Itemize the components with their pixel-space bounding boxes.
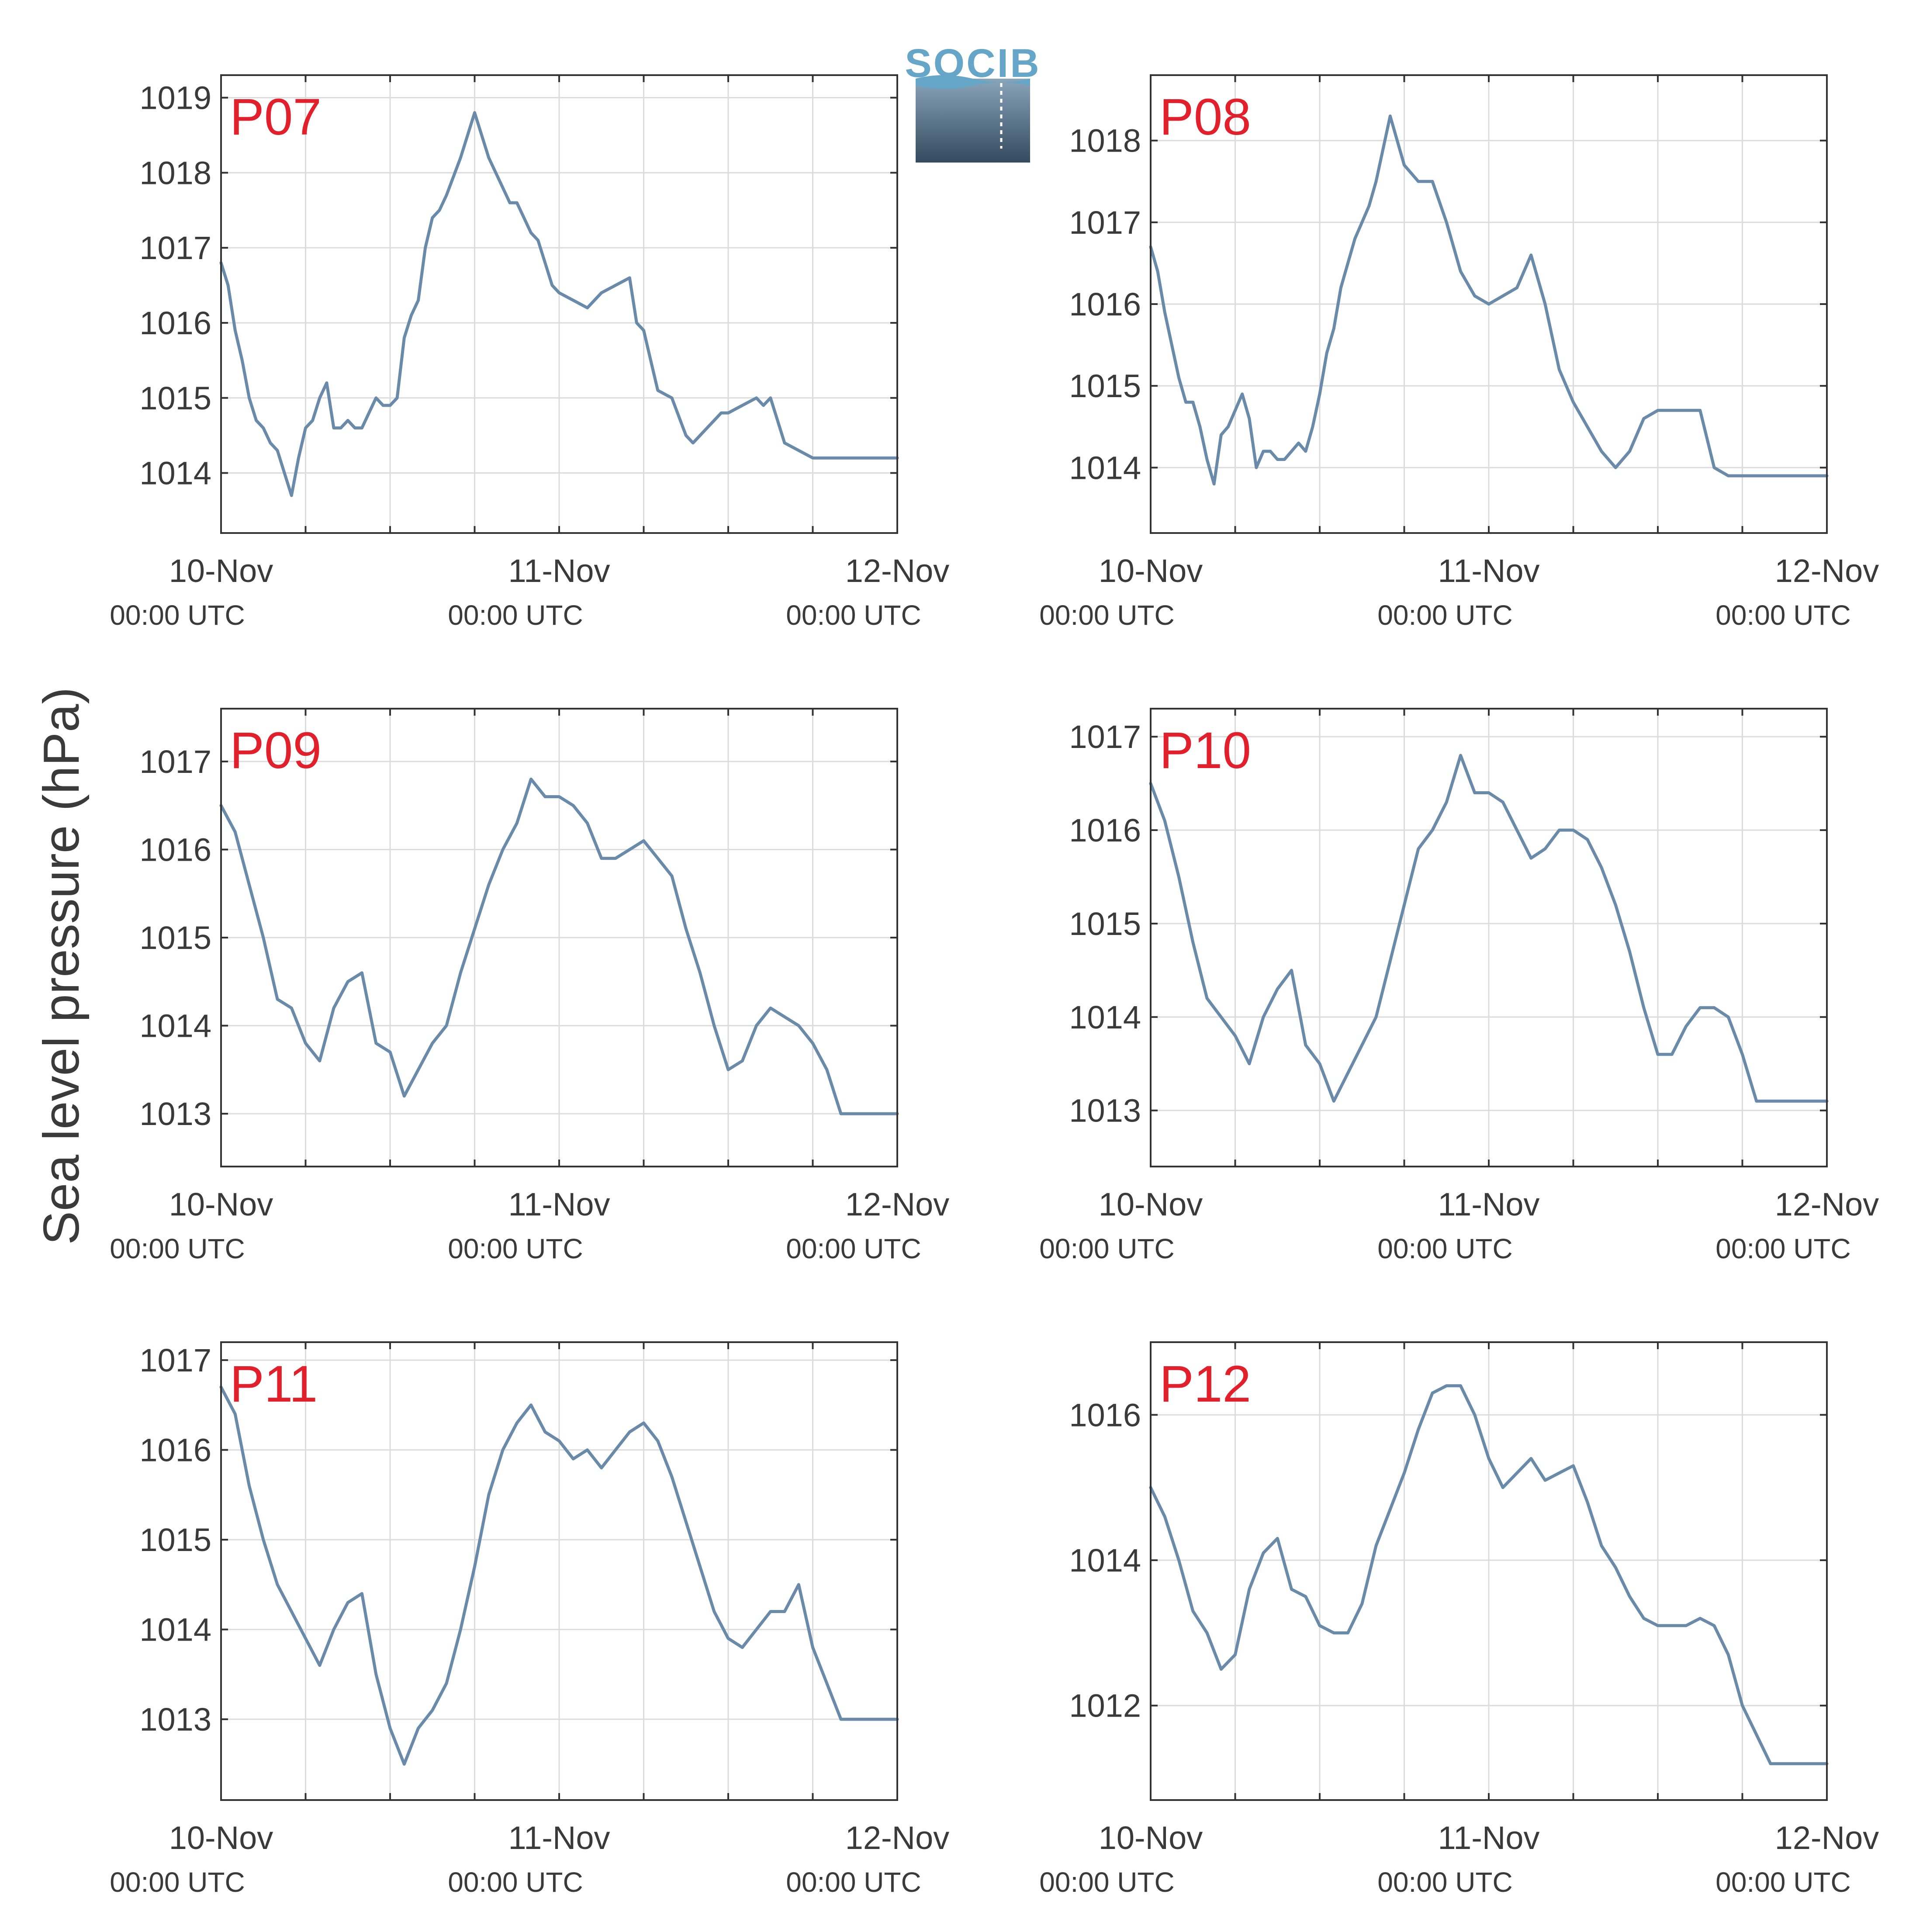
y-tick-label: 1014 <box>139 455 211 492</box>
plot-frame <box>1150 708 1828 1167</box>
plot-frame <box>1150 74 1828 534</box>
y-tick-label: 1014 <box>1069 1542 1141 1579</box>
panel-p09: 1013 1014 1015 1016 1017 10-Nov 00:00 UTC 11-No… <box>110 708 950 1264</box>
panel-p10: 1013 1014 1015 1016 1017 10-Nov 00:00 UTC 11-No… <box>1039 708 1879 1264</box>
y-tick-label: 1014 <box>139 1612 211 1648</box>
x-tick-time-label: 00:00 UTC <box>1039 1233 1174 1264</box>
panel-label: P08 <box>1159 88 1251 146</box>
x-tick-date-label: 12-Nov <box>845 1820 950 1856</box>
x-tick-date-label: 11-Nov <box>508 1186 610 1222</box>
y-tick-label: 1015 <box>1069 906 1141 942</box>
x-tick-date-label: 11-Nov <box>508 1820 610 1856</box>
x-tick-date-label: 11-Nov <box>1438 1820 1539 1856</box>
x-tick-date-label: 12-Nov <box>845 553 950 589</box>
plot-frame <box>1150 1341 1828 1801</box>
x-tick-date-label: 10-Nov <box>1099 1186 1203 1222</box>
x-tick-time-label: 00:00 UTC <box>1377 599 1512 631</box>
x-tick-date-label: 12-Nov <box>1775 553 1879 589</box>
socib-logo: SOCIB <box>905 41 1041 163</box>
panel-label: P09 <box>230 722 322 779</box>
x-tick-time-label: 00:00 UTC <box>1715 1233 1850 1264</box>
x-tick-time-label: 00:00 UTC <box>448 1233 583 1264</box>
logo-gradient-block <box>916 79 1030 163</box>
y-tick-label: 1015 <box>139 380 211 416</box>
panel-p07: 1014 1015 1016 1017 1018 1019 10-Nov 00:00 UTC 1… <box>110 74 950 631</box>
x-tick-time-label: 00:00 UTC <box>786 1866 921 1898</box>
panel-p12: 1012 1014 1016 10-Nov 00:00 UTC 11-Nov 00:00 U… <box>1039 1341 1879 1898</box>
x-tick-time-label: 00:00 UTC <box>1039 599 1174 631</box>
x-tick-time-label: 00:00 UTC <box>786 1233 921 1264</box>
x-tick-time-label: 00:00 UTC <box>110 599 245 631</box>
y-tick-label: 1015 <box>139 920 211 956</box>
y-tick-label: 1016 <box>139 831 211 868</box>
panel-label: P10 <box>1159 722 1251 779</box>
y-tick-label: 1018 <box>139 155 211 191</box>
panel-label: P07 <box>230 88 322 146</box>
x-tick-time-label: 00:00 UTC <box>110 1233 245 1264</box>
x-tick-time-label: 00:00 UTC <box>448 1866 583 1898</box>
logo-text: SOCIB <box>905 41 1041 86</box>
y-tick-label: 1016 <box>1069 286 1141 322</box>
y-tick-label: 1013 <box>1069 1093 1141 1129</box>
y-tick-label: 1014 <box>1069 999 1141 1035</box>
x-tick-date-label: 11-Nov <box>1438 1186 1539 1222</box>
x-tick-time-label: 00:00 UTC <box>1377 1233 1512 1264</box>
panel-label: P11 <box>230 1355 318 1413</box>
x-tick-date-label: 11-Nov <box>508 553 610 589</box>
x-tick-time-label: 00:00 UTC <box>110 1866 245 1898</box>
x-tick-time-label: 00:00 UTC <box>448 599 583 631</box>
panel-label: P12 <box>1159 1355 1251 1413</box>
x-tick-date-label: 12-Nov <box>1775 1820 1879 1856</box>
x-tick-date-label: 12-Nov <box>1775 1186 1879 1222</box>
y-tick-label: 1017 <box>139 744 211 780</box>
y-axis-label: Sea level pressure (hPa) <box>33 687 90 1245</box>
y-tick-label: 1014 <box>139 1008 211 1044</box>
x-tick-date-label: 10-Nov <box>1099 1820 1203 1856</box>
x-tick-date-label: 10-Nov <box>169 1186 273 1222</box>
y-tick-label: 1013 <box>139 1096 211 1132</box>
x-tick-date-label: 12-Nov <box>845 1186 950 1222</box>
y-tick-label: 1017 <box>1069 719 1141 755</box>
y-tick-label: 1015 <box>1069 368 1141 404</box>
pressure-series-line <box>219 111 899 497</box>
y-tick-label: 1017 <box>139 230 211 266</box>
y-tick-label: 1016 <box>1069 1397 1141 1433</box>
x-tick-date-label: 10-Nov <box>1099 553 1203 589</box>
x-tick-date-label: 10-Nov <box>169 1820 273 1856</box>
panel-p08: 1014 1015 1016 1017 1018 10-Nov 00:00 UTC 11-No… <box>1039 74 1879 631</box>
y-tick-label: 1014 <box>1069 450 1141 486</box>
x-tick-time-label: 00:00 UTC <box>786 599 921 631</box>
y-tick-label: 1016 <box>139 1432 211 1468</box>
y-tick-label: 1017 <box>1069 204 1141 241</box>
y-tick-label: 1015 <box>139 1522 211 1558</box>
plot-frame <box>220 708 898 1167</box>
x-tick-time-label: 00:00 UTC <box>1715 1866 1850 1898</box>
logo-wave <box>916 75 1030 89</box>
y-tick-label: 1012 <box>1069 1688 1141 1724</box>
x-tick-date-label: 10-Nov <box>169 553 273 589</box>
pressure-series-line <box>219 777 899 1115</box>
y-tick-label: 1018 <box>1069 123 1141 159</box>
y-tick-label: 1013 <box>139 1701 211 1738</box>
pressure-series-line <box>1149 114 1829 486</box>
y-tick-label: 1016 <box>1069 812 1141 848</box>
y-tick-label: 1016 <box>139 305 211 341</box>
panel-p11: 1013 1014 1015 1016 1017 10-Nov 00:00 UTC 11-No… <box>110 1341 950 1898</box>
pressure-series-line <box>1149 754 1829 1103</box>
x-tick-date-label: 11-Nov <box>1438 553 1539 589</box>
pressure-series-line <box>1149 1384 1829 1766</box>
x-tick-time-label: 00:00 UTC <box>1377 1866 1512 1898</box>
y-tick-label: 1019 <box>139 80 211 116</box>
x-tick-time-label: 00:00 UTC <box>1039 1866 1174 1898</box>
y-tick-label: 1017 <box>139 1342 211 1378</box>
x-tick-time-label: 00:00 UTC <box>1715 599 1850 631</box>
pressure-series-line <box>219 1385 899 1766</box>
plot-frame <box>220 1341 898 1801</box>
plot-frame <box>220 74 898 534</box>
